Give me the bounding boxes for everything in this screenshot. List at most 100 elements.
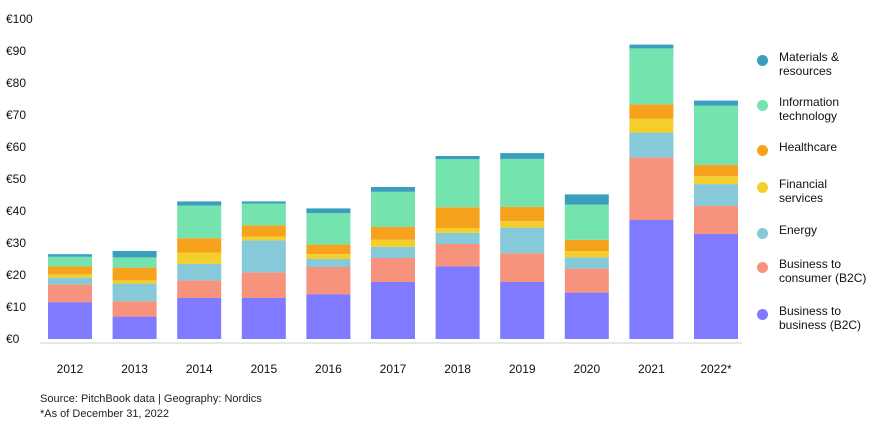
x-tick-label: 2021 [638,362,665,376]
bar-segment [112,267,157,281]
bar-segment [306,259,351,267]
bar-segment [629,104,674,119]
bar-segment [306,254,351,259]
bar-segment [500,158,545,207]
legend-item-b2c-consumer: Business to consumer (B2C) [757,257,866,285]
bar-segment [694,184,738,206]
legend-swatch [757,100,768,111]
bar-segment [241,225,286,237]
bar-segment [371,239,415,247]
bar-segment [435,207,480,228]
legend-item-b2b: Business to business (B2C) [757,304,861,332]
bar-segment [112,257,157,268]
y-tick-label: €60 [6,140,26,154]
bar-segment [694,176,738,185]
legend-item-financial-services: Financial services [757,177,827,205]
legend-item-materials: Materials & resources [757,50,839,78]
bar-segment [564,292,609,339]
y-tick-label: €50 [6,172,26,186]
bar-segment [694,205,738,235]
bar-segment [48,284,92,303]
bar-segment [48,274,92,278]
legend-swatch [757,145,768,156]
x-tick-label: 2020 [573,362,600,376]
legend-label: Business to consumer (B2C) [779,257,867,285]
legend-swatch [757,262,768,273]
bar-segment [371,187,415,192]
x-tick-label: 2012 [57,362,84,376]
bar-segment [694,164,738,177]
bar-segment [48,302,92,339]
x-tick-label: 2017 [380,362,407,376]
bar-segment [371,227,415,240]
bar-segment [48,277,92,285]
legend-swatch [757,228,768,239]
bar-segment [241,201,286,204]
bar-segment [112,283,157,302]
asof-note: *As of December 31, 2022 [40,408,170,420]
bar-segment [564,204,609,240]
legend-swatch [757,55,768,66]
x-tick-label: 2019 [509,362,536,376]
bar-segment [177,238,222,253]
bar-segment [500,153,545,159]
legend-label: Information technology [779,95,840,123]
bar-segment [112,316,157,339]
bar-segment [241,236,286,241]
x-tick-label: 2013 [121,362,148,376]
x-tick-label: 2015 [250,362,277,376]
bar-segment [177,205,222,239]
bar-segment [435,156,480,160]
legend-item-energy: Energy [757,223,817,239]
bar-segment [371,258,415,282]
x-tick-label: 2018 [444,362,471,376]
bar-segment [629,118,674,133]
bar-segment [500,221,545,228]
bar-segment [629,44,674,49]
x-tick-label: 2014 [186,362,213,376]
bar-segment [500,253,545,282]
bar-segment [500,227,545,254]
y-tick-label: €0 [6,332,20,346]
bar-segment [371,282,415,339]
bar-segment [564,268,609,293]
bar-segment [371,191,415,227]
bar-segment [306,208,351,214]
bar-segment [435,266,480,339]
y-tick-label: €100 [6,12,33,26]
bar-segment [629,48,674,105]
legend-label: Business to business (B2C) [779,304,862,332]
bar-segment [241,240,286,273]
bar-segment [112,301,157,317]
bar-segment [694,100,738,106]
bar-segment [435,232,480,244]
bar-segment [48,266,92,275]
legend-item-healthcare: Healthcare [757,140,837,156]
bar-segment [177,263,222,281]
bar-segment [435,159,480,208]
y-tick-label: €70 [6,108,26,122]
bar-segment [435,228,480,233]
bar-segment [306,294,351,339]
bar-segment [177,252,222,264]
legend-swatch [757,309,768,320]
legend-label: Healthcare [779,140,838,154]
bar-segment [371,246,415,258]
bar-segment [564,239,609,251]
bar-segment [306,267,351,295]
y-tick-label: €10 [6,300,26,314]
bar-segment [629,220,674,339]
bar-segment [48,254,92,257]
legend-label: Materials & resources [779,50,840,78]
y-tick-label: €30 [6,236,26,250]
y-axis: €0 €10 €20 €30 €40 €50 €60 €70 €80 €90 €100 [6,12,33,346]
y-tick-label: €80 [6,76,26,90]
source-note: Source: PitchBook data | Geography: Nord… [40,393,262,405]
bar-segment [306,213,351,245]
bar-segment [241,203,286,226]
bars [48,44,738,339]
bar-segment [500,206,545,222]
bar-segment [564,194,609,205]
bar-segment [241,298,286,339]
